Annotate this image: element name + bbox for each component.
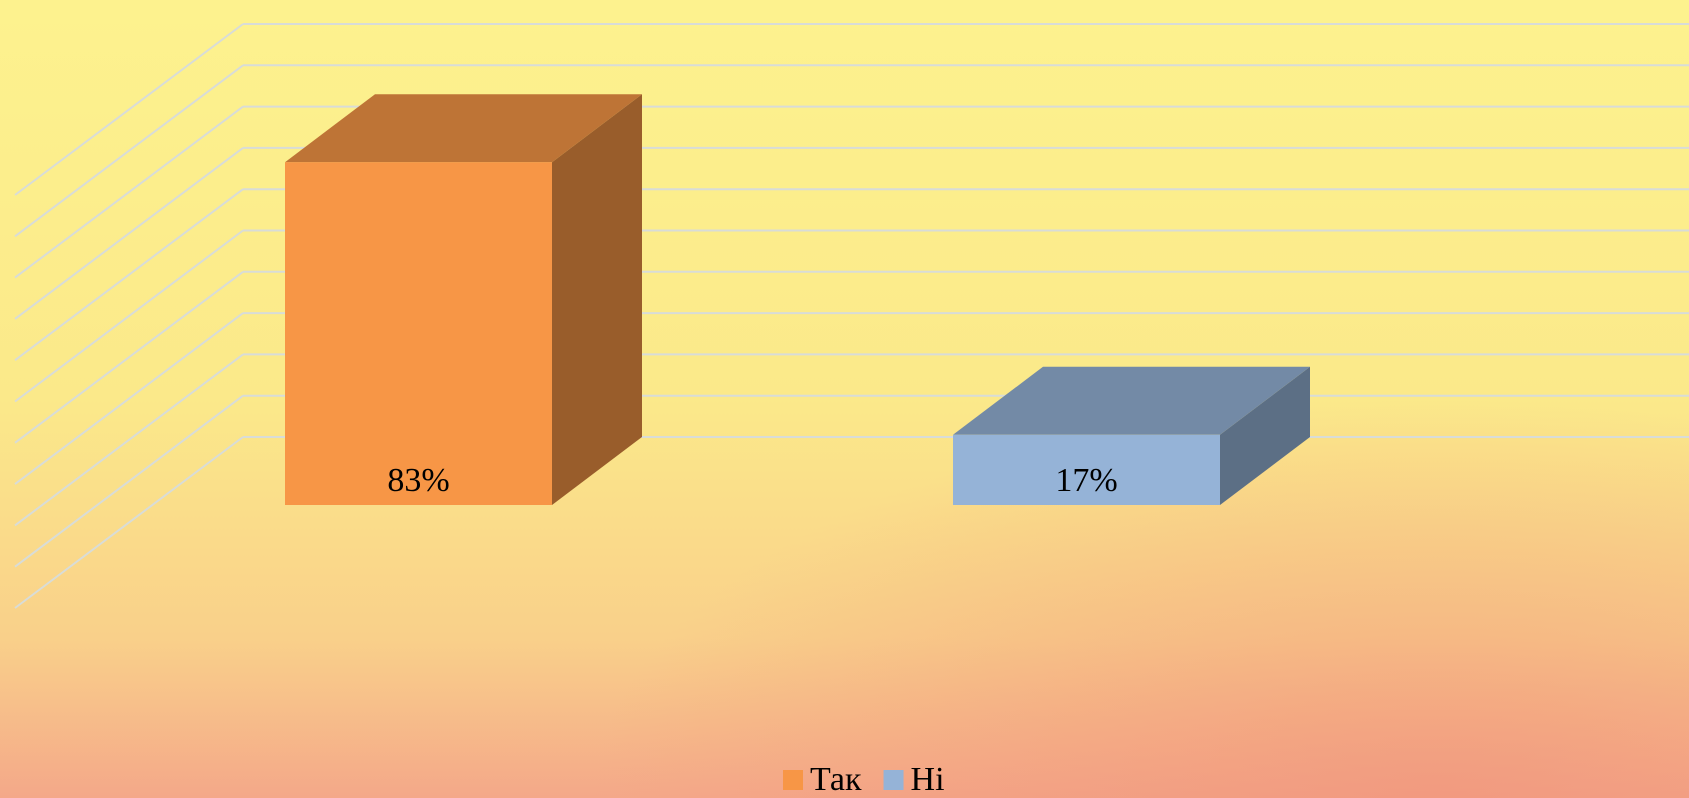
bar-side xyxy=(552,94,642,505)
legend-swatch xyxy=(783,770,803,790)
data-label: 83% xyxy=(387,462,449,499)
legend-swatch xyxy=(884,770,904,790)
page: 83%17% ТакНі (() => { const data = JSON.… xyxy=(0,0,1689,798)
bar xyxy=(285,162,552,505)
background-tint xyxy=(0,0,1689,798)
chart: 83% 17% Так Ні xyxy=(0,0,1689,798)
data-label: 17% xyxy=(1055,462,1117,499)
legend-label: Ні xyxy=(911,761,945,798)
legend-label: Так xyxy=(810,761,862,798)
